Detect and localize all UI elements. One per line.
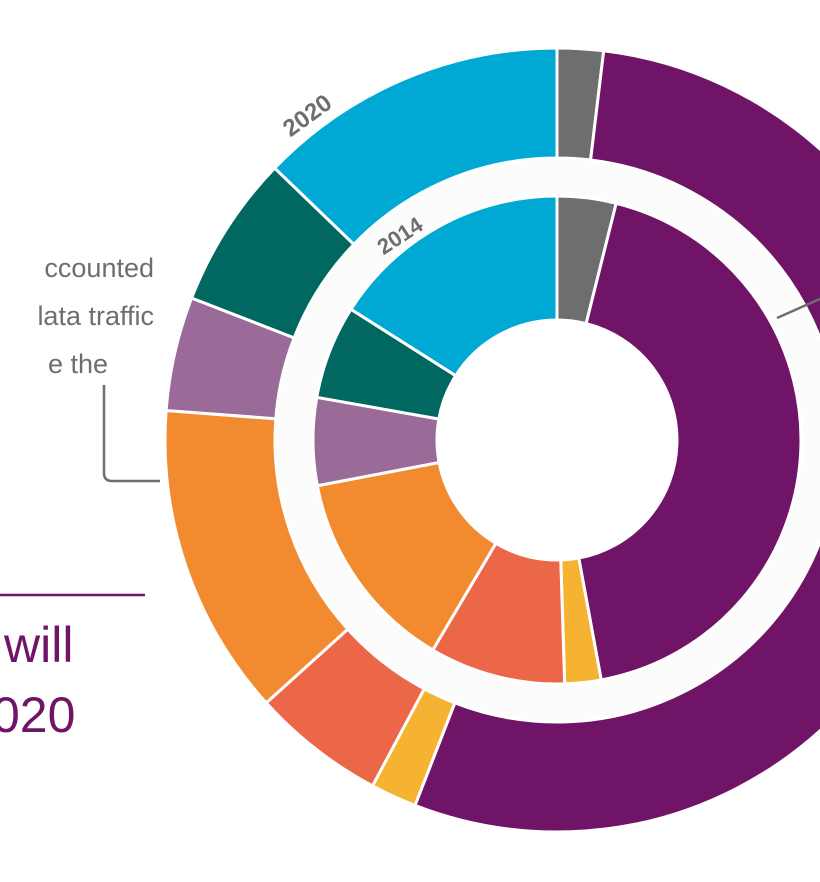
center-hole [437,320,677,560]
right-leader-line [776,297,820,320]
note-line: lata traffic [37,301,154,331]
bracket-leader-line [102,385,160,483]
note-line: e the [47,349,108,379]
donut-segment-2020-7 [272,46,559,247]
note-line: ccounted [44,253,154,283]
headline-line: 020 [0,687,76,743]
headline-line: will [4,617,74,673]
note-text: ccounted lata traffic e the [0,244,154,388]
donut-segment-2020-1 [413,49,820,834]
